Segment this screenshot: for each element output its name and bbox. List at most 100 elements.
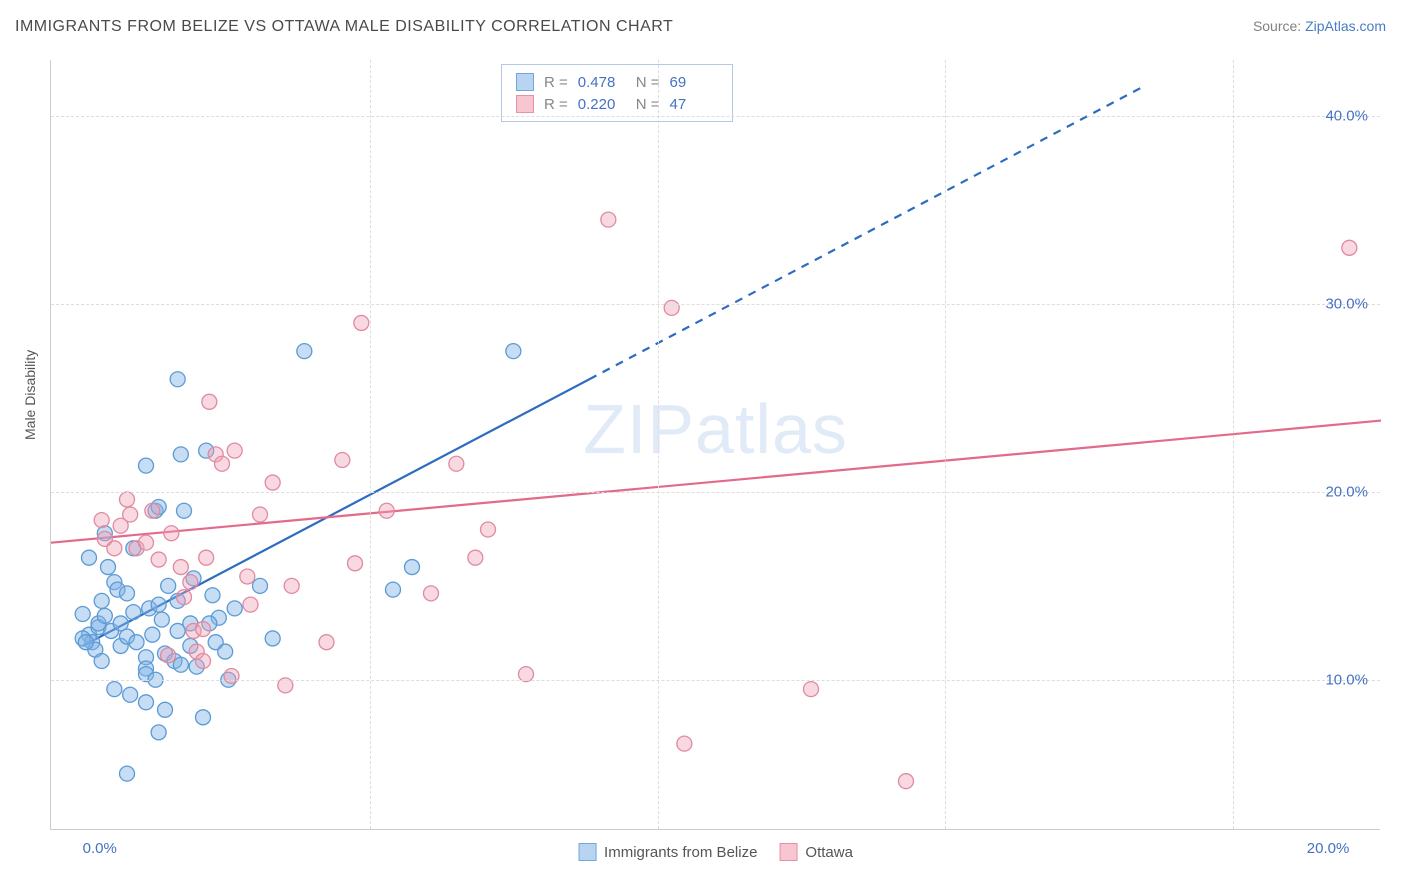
data-point: [173, 447, 188, 462]
data-point: [120, 492, 135, 507]
data-point: [107, 682, 122, 697]
data-point: [78, 635, 93, 650]
legend-label-ottawa: Ottawa: [805, 844, 853, 861]
data-point: [218, 644, 233, 659]
data-point: [161, 578, 176, 593]
data-point: [227, 601, 242, 616]
y-tick-label: 10.0%: [1325, 671, 1368, 688]
data-point: [240, 569, 255, 584]
data-point: [170, 372, 185, 387]
data-point: [94, 593, 109, 608]
chart-title: IMMIGRANTS FROM BELIZE VS OTTAWA MALE DI…: [15, 18, 673, 36]
data-point: [177, 590, 192, 605]
series-legend: Immigrants from Belize Ottawa: [578, 843, 853, 861]
data-point: [481, 522, 496, 537]
gridline-vertical: [945, 60, 946, 829]
data-point: [158, 702, 173, 717]
trend-line-extrapolated: [589, 88, 1140, 379]
data-point: [284, 578, 299, 593]
legend-item-ottawa: Ottawa: [779, 843, 853, 861]
data-point: [243, 597, 258, 612]
data-point: [253, 507, 268, 522]
data-point: [145, 503, 160, 518]
data-point: [94, 513, 109, 528]
data-point: [126, 605, 141, 620]
data-point: [202, 394, 217, 409]
legend-label-belize: Immigrants from Belize: [604, 844, 757, 861]
data-point: [161, 648, 176, 663]
data-point: [348, 556, 363, 571]
data-point: [319, 635, 334, 650]
data-point: [101, 560, 116, 575]
data-point: [253, 578, 268, 593]
source-label: Source:: [1253, 18, 1305, 34]
data-point: [120, 586, 135, 601]
data-point: [1342, 240, 1357, 255]
data-point: [804, 682, 819, 697]
data-point: [199, 550, 214, 565]
gridline-horizontal: [51, 304, 1380, 305]
legend-swatch-ottawa-icon: [779, 843, 797, 861]
legend-item-belize: Immigrants from Belize: [578, 843, 757, 861]
data-point: [151, 552, 166, 567]
data-point: [424, 586, 439, 601]
gridline-horizontal: [51, 680, 1380, 681]
data-point: [97, 608, 112, 623]
data-point: [664, 300, 679, 315]
data-point: [899, 774, 914, 789]
data-point: [506, 344, 521, 359]
data-point: [677, 736, 692, 751]
gridline-vertical: [370, 60, 371, 829]
y-tick-label: 20.0%: [1325, 483, 1368, 500]
data-point: [449, 456, 464, 471]
data-point: [224, 669, 239, 684]
data-point: [75, 607, 90, 622]
data-point: [129, 635, 144, 650]
data-point: [123, 687, 138, 702]
data-point: [265, 475, 280, 490]
data-point: [151, 597, 166, 612]
gridline-vertical: [1233, 60, 1234, 829]
data-point: [164, 526, 179, 541]
data-point: [139, 458, 154, 473]
data-point: [173, 657, 188, 672]
data-point: [123, 507, 138, 522]
data-point: [183, 575, 198, 590]
data-point: [82, 550, 97, 565]
source-attribution: Source: ZipAtlas.com: [1253, 18, 1386, 34]
data-point: [145, 627, 160, 642]
y-tick-label: 30.0%: [1325, 296, 1368, 313]
data-point: [196, 622, 211, 637]
data-point: [601, 212, 616, 227]
data-point: [297, 344, 312, 359]
data-point: [151, 725, 166, 740]
data-point: [386, 582, 401, 597]
data-point: [154, 612, 169, 627]
data-point: [265, 631, 280, 646]
data-point: [173, 560, 188, 575]
data-point: [120, 766, 135, 781]
data-point: [107, 541, 122, 556]
trend-line: [51, 421, 1381, 543]
data-point: [94, 653, 109, 668]
plot-area: ZIPatlas R = 0.478 N = 69 R = 0.220 N = …: [50, 60, 1380, 830]
x-tick-label: 20.0%: [1307, 840, 1350, 857]
data-point: [354, 315, 369, 330]
data-point: [139, 695, 154, 710]
data-point: [227, 443, 242, 458]
gridline-horizontal: [51, 492, 1380, 493]
source-link[interactable]: ZipAtlas.com: [1305, 18, 1386, 34]
legend-swatch-belize-icon: [578, 843, 596, 861]
data-point: [177, 503, 192, 518]
data-point: [196, 710, 211, 725]
gridline-vertical: [658, 60, 659, 829]
scatter-plot-svg: [51, 60, 1380, 829]
data-point: [139, 535, 154, 550]
data-point: [205, 588, 220, 603]
data-point: [335, 453, 350, 468]
chart-container: IMMIGRANTS FROM BELIZE VS OTTAWA MALE DI…: [0, 0, 1406, 892]
data-point: [468, 550, 483, 565]
x-tick-label: 0.0%: [83, 840, 117, 857]
data-point: [196, 653, 211, 668]
data-point: [405, 560, 420, 575]
